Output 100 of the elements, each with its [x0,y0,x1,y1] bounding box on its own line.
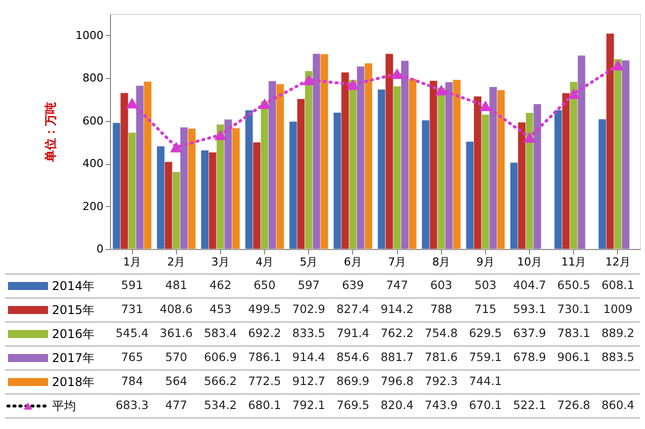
data-label: 781.6 [424,350,458,364]
data-label: 404.7 [513,278,546,292]
data-label: 606.9 [204,350,237,364]
data-label: 583.4 [204,326,237,340]
y-tick-label: 800 [82,72,104,85]
data-label: 639 [342,278,364,292]
data-label: 860.4 [601,398,634,412]
data-label: 597 [298,278,320,292]
data-label: 670.1 [468,398,502,412]
data-label: 792.1 [292,398,326,412]
legend-label: 2017年 [52,351,95,365]
y-tick-label: 0 [96,242,104,256]
point [346,79,360,90]
point [390,68,404,80]
data-label: 759.1 [468,350,502,364]
data-label: 914.2 [380,302,414,316]
legend-label: 2015年 [52,303,95,317]
data-label: 769.5 [336,398,370,412]
data-label: 730.1 [557,302,590,316]
point [258,98,271,110]
legend-label: 2016年 [52,327,95,341]
data-label: 545.4 [116,326,149,340]
data-label: 566.2 [204,374,237,388]
data-label: 754.8 [424,326,458,340]
data-label: 680.1 [248,398,282,412]
data-label: 726.8 [557,398,590,412]
point [126,98,138,108]
point [302,74,315,86]
data-label: 608.1 [601,278,634,292]
data-label: 650 [254,278,276,292]
y-tick-label: 1000 [76,28,104,42]
x-tick-label: 8月 [432,256,450,268]
x-tick-label: 11月 [561,256,586,268]
data-label: 762.2 [380,326,414,340]
data-label: 503 [474,278,496,292]
data-label: 883.5 [601,350,634,364]
data-label: 534.2 [204,398,237,412]
data-label: 906.1 [557,350,590,364]
data-label: 564 [165,374,188,388]
data-label: 881.7 [380,350,414,364]
data-label: 788 [430,302,452,316]
point [435,84,448,96]
data-label: 408.6 [160,302,193,316]
data-label: 820.4 [380,398,414,412]
legend-label: 2018年 [52,375,95,389]
data-label: 462 [209,278,232,292]
x-tick-label: 2月 [167,256,186,268]
data-label: 678.9 [513,350,546,364]
y-tick-label: 400 [82,157,104,170]
data-label: 772.5 [248,374,282,388]
data-label: 603 [430,278,452,292]
x-tick-label: 1月 [123,256,142,268]
legend-label: 平均 [52,399,76,413]
data-label: 833.5 [292,326,326,340]
point [479,100,492,112]
data-label: 481 [165,278,188,292]
point [214,130,227,140]
data-label: 827.4 [336,302,370,316]
data-label: 796.8 [380,374,414,388]
x-tick-label: 5月 [300,256,318,268]
data-label: 747 [386,278,408,292]
y-tick-label: 200 [82,200,104,213]
x-tick-label: 7月 [388,256,406,268]
data-label: 791.4 [336,326,370,340]
x-tick-label: 3月 [211,256,230,268]
data-label: 477 [165,398,188,412]
point [612,60,624,70]
x-tick-label: 10月 [517,256,542,268]
data-label: 744.1 [468,374,502,388]
data-label: 743.9 [424,398,458,412]
data-label: 869.9 [336,374,370,388]
x-tick-label: 12月 [605,256,630,268]
point [523,132,536,143]
point [568,88,580,100]
y-axis-title: 单位：万吨 [44,102,58,163]
data-label: 591 [121,278,144,292]
data-label: 593.1 [513,302,546,316]
y-tick-label: 600 [82,114,104,128]
data-label: 637.9 [513,326,546,340]
data-label: 629.5 [468,326,502,340]
data-label: 765 [121,350,144,364]
data-label: 499.5 [248,302,282,316]
data-label: 889.2 [601,326,634,340]
x-tick-label: 4月 [256,256,274,268]
data-label: 854.6 [336,350,370,364]
data-label: 786.1 [248,350,282,364]
data-label: 650.5 [557,278,590,292]
data-label: 783.1 [557,326,590,340]
data-label: 453 [209,302,232,316]
data-label: 792.3 [424,374,458,388]
data-label: 912.7 [292,374,326,388]
data-label: 731 [121,302,144,316]
data-label: 683.3 [116,398,149,412]
data-label: 702.9 [292,302,326,316]
x-tick-label: 6月 [344,256,362,268]
x-tick-label: 9月 [476,256,494,268]
data-label: 361.6 [160,326,193,340]
legend-label: 2014年 [52,279,95,293]
data-label: 1009 [603,302,633,316]
data-label: 784 [121,374,144,388]
